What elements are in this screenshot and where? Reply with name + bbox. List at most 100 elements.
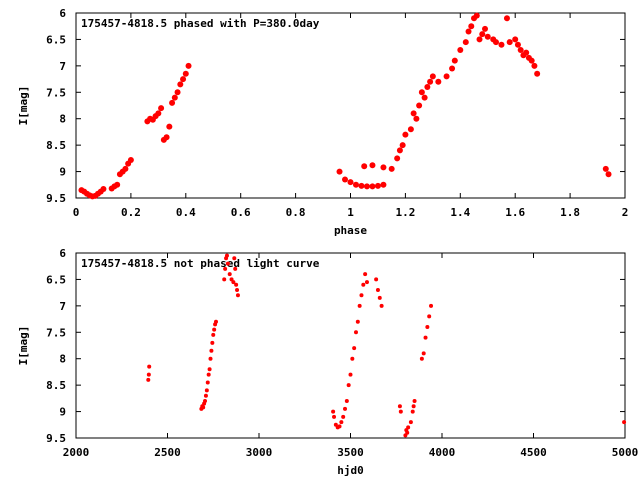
data-point [209,348,214,353]
y-tick-label: 9 [59,406,66,419]
chart-title: 175457-4818.5 phased with P=380.0day [81,17,320,30]
x-axis-label: hjd0 [337,464,364,477]
data-point [465,28,472,35]
data-point [358,182,365,189]
y-tick-label: 6.5 [46,33,66,46]
y-axis-label: I[mag] [17,326,30,366]
data-point [396,147,403,154]
y-tick-label: 8 [59,113,66,126]
data-point [421,94,428,101]
data-point [147,364,152,369]
data-point [427,314,432,319]
x-tick-label: 0.8 [286,206,306,219]
data-point [479,31,486,38]
data-point [416,102,423,109]
data-point [605,171,612,178]
data-point [231,280,236,285]
data-point [369,183,376,190]
data-point [222,277,227,282]
data-point [146,377,151,382]
x-tick-label: 2000 [63,446,90,459]
data-point [413,115,420,122]
x-tick-label: 0.4 [176,206,196,219]
data-point [331,409,336,414]
data-point [394,155,401,162]
data-point [171,94,178,101]
data-point [528,57,535,64]
data-point [235,293,240,298]
data-point [412,399,417,403]
chart-title: 175457-4818.5 not phased light curve [81,257,320,270]
data-point [363,272,368,277]
y-tick-label: 6 [59,7,66,20]
data-point [380,164,387,171]
data-point [421,351,426,356]
data-point [457,47,464,53]
data-point [411,404,416,409]
data-point [399,142,406,149]
x-axis-label: phase [334,224,367,237]
x-tick-label: 4000 [429,446,456,459]
data-point [166,123,173,130]
data-point [352,181,359,188]
data-point [408,420,413,425]
data-point [531,62,538,69]
plot-frame [75,252,626,439]
data-point [429,303,434,308]
data-point [506,39,513,46]
data-point [353,330,358,335]
data-point [185,62,192,69]
x-tick-label: 1.8 [560,206,580,219]
data-point [163,134,170,141]
data-point [346,383,351,388]
data-point [122,165,129,172]
data-point [180,76,187,83]
data-point [410,409,415,414]
data-point [203,393,208,398]
data-point [388,165,395,172]
data-point [449,65,456,72]
data-point [204,388,209,393]
data-point [503,15,510,22]
data-point [418,89,425,96]
x-tick-label: 1.4 [450,206,470,219]
data-point [427,78,434,85]
data-point [407,126,414,133]
data-point [424,84,431,90]
data-point [374,277,379,282]
data-point [234,282,239,287]
data-point [602,165,609,172]
data-point [158,105,165,112]
data-point [473,12,480,19]
data-point [225,261,230,266]
y-tick-label: 7 [59,60,66,73]
data-point [482,25,489,32]
data-point [337,424,342,429]
data-point [205,380,210,385]
y-axis-label: I[mag] [17,86,30,126]
data-point [208,356,213,361]
data-point [343,406,348,411]
data-point [348,372,353,377]
x-tick-label: 0 [73,206,80,219]
data-point [235,288,240,292]
y-tick-label: 9.5 [46,192,66,205]
data-point [443,73,450,80]
data-point [369,162,376,169]
chart-panel-phased: 0 0.2 0.4 0.6 0.8 1 1.2 1.4 1.6 1.8 2 6 6.5 7 7.5 8 8.5 9… [17,7,628,237]
y-tick-label: 9 [59,166,66,179]
x-tick-label: 0.2 [121,206,141,219]
data-point [498,41,505,48]
x-tick-label: 1 [347,206,354,219]
data-point [419,356,424,361]
y-tick-label: 8.5 [46,139,66,152]
data-point [206,372,211,377]
data-point [517,47,524,53]
data-point [435,78,442,85]
data-point [363,183,370,190]
data-point [224,253,229,258]
y-tick-label: 9.5 [46,432,66,445]
data-point [410,110,417,117]
x-tick-label: 3500 [337,446,364,459]
data-point [512,36,519,43]
